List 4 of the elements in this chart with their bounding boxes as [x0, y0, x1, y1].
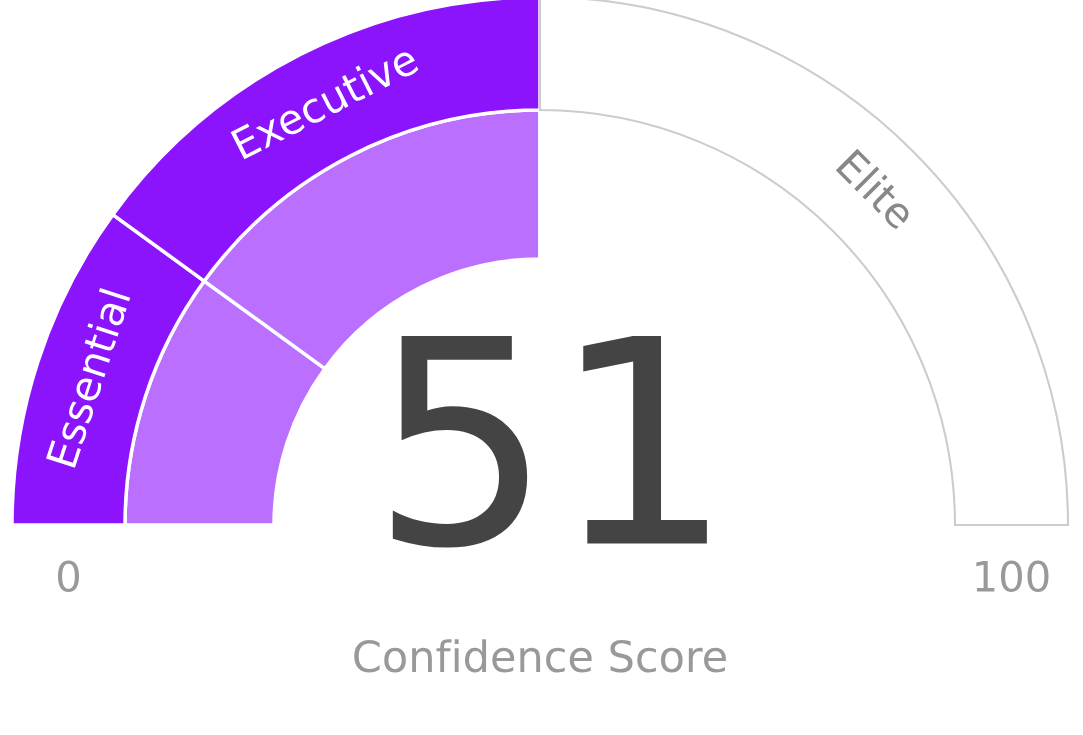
text: 51 — [392, 335, 707, 548]
text: Confidence Score — [354, 639, 726, 673]
text: 0 — [57, 560, 79, 593]
text: 100 — [976, 560, 1049, 593]
